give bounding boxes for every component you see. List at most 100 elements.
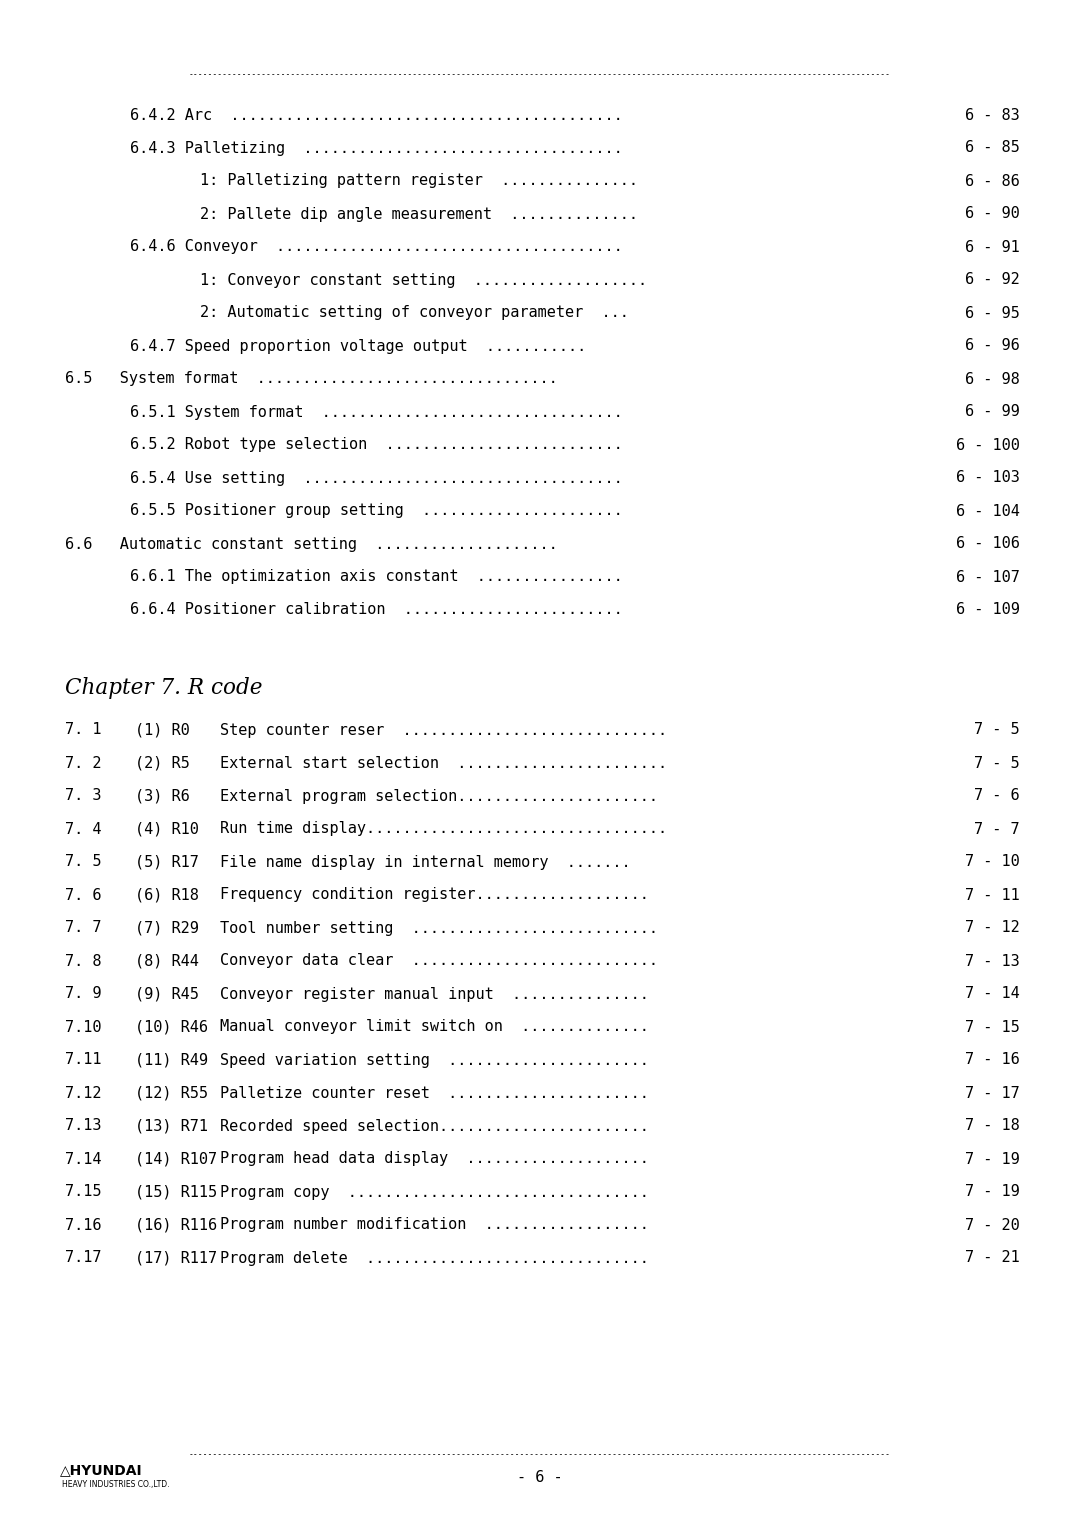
- Text: 6.4.3 Palletizing  ...................................: 6.4.3 Palletizing ......................…: [130, 141, 623, 156]
- Text: 6 - 95: 6 - 95: [966, 306, 1020, 321]
- Text: 6.5   System format  .................................: 6.5 System format ......................…: [65, 371, 557, 387]
- Text: (1) R0: (1) R0: [135, 723, 190, 738]
- Text: 7 - 5: 7 - 5: [974, 755, 1020, 770]
- Text: 6 - 98: 6 - 98: [966, 371, 1020, 387]
- Text: 7 - 6: 7 - 6: [974, 788, 1020, 804]
- Text: File name display in internal memory  .......: File name display in internal memory ...…: [220, 854, 631, 869]
- Text: 6.6.4 Positioner calibration  ........................: 6.6.4 Positioner calibration ...........…: [130, 602, 623, 617]
- Text: 7 - 10: 7 - 10: [966, 854, 1020, 869]
- Text: 7.16: 7.16: [65, 1218, 102, 1233]
- Text: 6.5.2 Robot type selection  ..........................: 6.5.2 Robot type selection .............…: [130, 437, 623, 452]
- Text: (4) R10: (4) R10: [135, 822, 199, 836]
- Text: (5) R17: (5) R17: [135, 854, 199, 869]
- Text: 7.17: 7.17: [65, 1250, 102, 1265]
- Text: 6.6.1 The optimization axis constant  ................: 6.6.1 The optimization axis constant ...…: [130, 570, 623, 585]
- Text: (9) R45: (9) R45: [135, 987, 199, 1001]
- Text: 6 - 91: 6 - 91: [966, 240, 1020, 255]
- Text: 7. 9: 7. 9: [65, 987, 102, 1001]
- Text: 6.4.2 Arc  ...........................................: 6.4.2 Arc ..............................…: [130, 107, 623, 122]
- Text: Conveyor data clear  ...........................: Conveyor data clear ....................…: [220, 953, 658, 969]
- Text: 7 - 20: 7 - 20: [966, 1218, 1020, 1233]
- Text: △HYUNDAI: △HYUNDAI: [60, 1462, 143, 1478]
- Text: 7. 3: 7. 3: [65, 788, 102, 804]
- Text: 7.10: 7.10: [65, 1019, 102, 1034]
- Text: 6 - 109: 6 - 109: [956, 602, 1020, 617]
- Text: 7.12: 7.12: [65, 1085, 102, 1100]
- Text: External program selection......................: External program selection..............…: [220, 788, 658, 804]
- Text: 7 - 19: 7 - 19: [966, 1184, 1020, 1199]
- Text: (3) R6: (3) R6: [135, 788, 190, 804]
- Text: 7.13: 7.13: [65, 1118, 102, 1134]
- Text: (15) R115: (15) R115: [135, 1184, 217, 1199]
- Text: Manual conveyor limit switch on  ..............: Manual conveyor limit switch on ........…: [220, 1019, 649, 1034]
- Text: 7.15: 7.15: [65, 1184, 102, 1199]
- Text: - 6 -: - 6 -: [517, 1470, 563, 1485]
- Text: 6 - 96: 6 - 96: [966, 339, 1020, 353]
- Text: (8) R44: (8) R44: [135, 953, 199, 969]
- Text: 6 - 99: 6 - 99: [966, 405, 1020, 420]
- Text: 6.5.1 System format  .................................: 6.5.1 System format ....................…: [130, 405, 623, 420]
- Text: Program delete  ...............................: Program delete .........................…: [220, 1250, 649, 1265]
- Text: 7. 4: 7. 4: [65, 822, 102, 836]
- Text: Recorded speed selection.......................: Recorded speed selection................…: [220, 1118, 649, 1134]
- Text: --------------------------------------------------------------------------------: ----------------------------------------…: [189, 70, 891, 79]
- Text: 7.11: 7.11: [65, 1053, 102, 1068]
- Text: 7 - 14: 7 - 14: [966, 987, 1020, 1001]
- Text: (12) R55: (12) R55: [135, 1085, 208, 1100]
- Text: 7 - 5: 7 - 5: [974, 723, 1020, 738]
- Text: 7 - 13: 7 - 13: [966, 953, 1020, 969]
- Text: 7 - 15: 7 - 15: [966, 1019, 1020, 1034]
- Text: Frequency condition register...................: Frequency condition register............…: [220, 888, 649, 903]
- Text: (11) R49: (11) R49: [135, 1053, 208, 1068]
- Text: 7 - 7: 7 - 7: [974, 822, 1020, 836]
- Text: 7 - 17: 7 - 17: [966, 1085, 1020, 1100]
- Text: 6 - 83: 6 - 83: [966, 107, 1020, 122]
- Text: Program head data display  ....................: Program head data display ..............…: [220, 1152, 649, 1166]
- Text: (17) R117: (17) R117: [135, 1250, 217, 1265]
- Text: 2: Automatic setting of conveyor parameter  ...: 2: Automatic setting of conveyor paramet…: [200, 306, 629, 321]
- Text: 7 - 11: 7 - 11: [966, 888, 1020, 903]
- Text: 7.14: 7.14: [65, 1152, 102, 1166]
- Text: 6 - 106: 6 - 106: [956, 536, 1020, 552]
- Text: (6) R18: (6) R18: [135, 888, 199, 903]
- Text: 6 - 85: 6 - 85: [966, 141, 1020, 156]
- Text: Step counter reser  .............................: Step counter reser .....................…: [220, 723, 667, 738]
- Text: External start selection  .......................: External start selection ...............…: [220, 755, 667, 770]
- Text: (10) R46: (10) R46: [135, 1019, 208, 1034]
- Text: 7 - 19: 7 - 19: [966, 1152, 1020, 1166]
- Text: 6 - 103: 6 - 103: [956, 471, 1020, 486]
- Text: Chapter 7. R code: Chapter 7. R code: [65, 677, 262, 698]
- Text: 6 - 100: 6 - 100: [956, 437, 1020, 452]
- Text: Program copy  .................................: Program copy ...........................…: [220, 1184, 649, 1199]
- Text: 7. 6: 7. 6: [65, 888, 102, 903]
- Text: Program number modification  ..................: Program number modification ............…: [220, 1218, 649, 1233]
- Text: 7. 2: 7. 2: [65, 755, 102, 770]
- Text: (7) R29: (7) R29: [135, 920, 199, 935]
- Text: 7 - 12: 7 - 12: [966, 920, 1020, 935]
- Text: 6 - 107: 6 - 107: [956, 570, 1020, 585]
- Text: Tool number setting  ...........................: Tool number setting ....................…: [220, 920, 658, 935]
- Text: 2: Pallete dip angle measurement  ..............: 2: Pallete dip angle measurement .......…: [200, 206, 638, 222]
- Text: 7. 8: 7. 8: [65, 953, 102, 969]
- Text: 6 - 90: 6 - 90: [966, 206, 1020, 222]
- Text: Conveyor register manual input  ...............: Conveyor register manual input .........…: [220, 987, 649, 1001]
- Text: 6.5.4 Use setting  ...................................: 6.5.4 Use setting ......................…: [130, 471, 623, 486]
- Text: 7. 5: 7. 5: [65, 854, 102, 869]
- Text: (2) R5: (2) R5: [135, 755, 190, 770]
- Text: (14) R107: (14) R107: [135, 1152, 217, 1166]
- Text: --------------------------------------------------------------------------------: ----------------------------------------…: [189, 1450, 891, 1459]
- Text: Run time display.................................: Run time display........................…: [220, 822, 667, 836]
- Text: (13) R71: (13) R71: [135, 1118, 208, 1134]
- Text: Speed variation setting  ......................: Speed variation setting ................…: [220, 1053, 649, 1068]
- Text: 6 - 92: 6 - 92: [966, 272, 1020, 287]
- Text: 1: Palletizing pattern register  ...............: 1: Palletizing pattern register ........…: [200, 174, 638, 188]
- Text: 7 - 18: 7 - 18: [966, 1118, 1020, 1134]
- Text: 7 - 16: 7 - 16: [966, 1053, 1020, 1068]
- Text: 6.6   Automatic constant setting  ....................: 6.6 Automatic constant setting .........…: [65, 536, 557, 552]
- Text: (16) R116: (16) R116: [135, 1218, 217, 1233]
- Text: 6.5.5 Positioner group setting  ......................: 6.5.5 Positioner group setting .........…: [130, 504, 623, 518]
- Text: 7 - 21: 7 - 21: [966, 1250, 1020, 1265]
- Text: 7. 1: 7. 1: [65, 723, 102, 738]
- Text: 1: Conveyor constant setting  ...................: 1: Conveyor constant setting ...........…: [200, 272, 647, 287]
- Text: 6.4.6 Conveyor  ......................................: 6.4.6 Conveyor .........................…: [130, 240, 623, 255]
